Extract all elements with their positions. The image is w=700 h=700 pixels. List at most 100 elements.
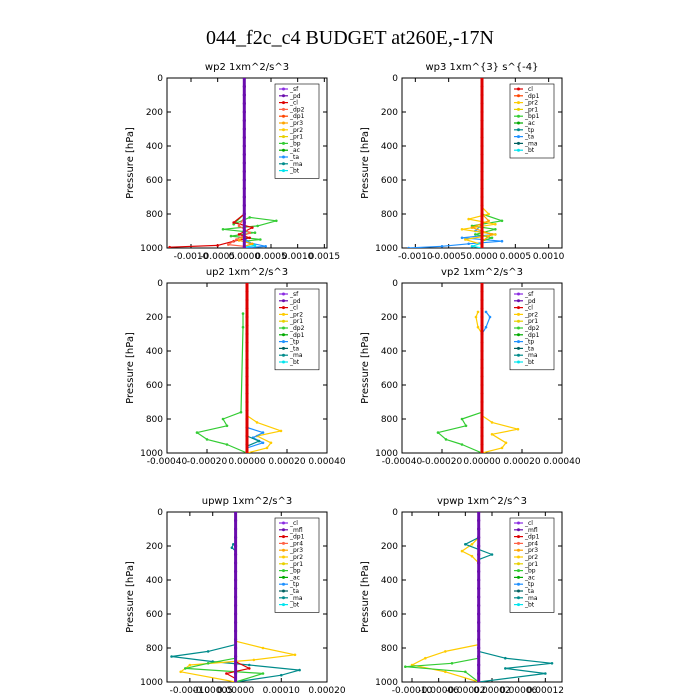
data-point (188, 663, 192, 667)
data-point (424, 656, 427, 660)
data-point (245, 383, 249, 387)
legend-marker (282, 114, 285, 118)
data-point (480, 212, 484, 216)
data-point (480, 417, 484, 421)
data-point (242, 110, 246, 114)
data-point (444, 438, 448, 441)
data-point (245, 340, 249, 345)
data-point (477, 654, 481, 659)
data-point (477, 663, 481, 667)
legend-marker (282, 299, 285, 303)
legend-entry: _ma (289, 161, 303, 168)
legend-entry: _ma (289, 595, 303, 602)
x-tick-label: -0.00010 (392, 686, 433, 696)
data-point (251, 226, 254, 229)
data-point (242, 186, 246, 191)
data-point (233, 620, 238, 625)
data-point (242, 220, 246, 225)
legend-marker (282, 148, 285, 152)
legend-marker (517, 141, 520, 145)
data-point (242, 229, 246, 233)
data-point (494, 228, 497, 231)
legend: _cl_mfl_dp1_pr4_pr3_pr2_pr1_bp_ac_tp_ta_… (509, 517, 555, 613)
x-tick-label: 0.00020 (268, 457, 305, 467)
legend-entry: _bt (524, 359, 535, 366)
legend-entry: _dp1 (524, 332, 540, 339)
data-point (470, 554, 474, 558)
data-point (242, 118, 246, 123)
data-point (467, 217, 470, 221)
legend-entry: _pd (289, 298, 301, 305)
data-point (404, 665, 407, 668)
data-point (490, 421, 494, 424)
data-point (205, 438, 209, 441)
series-line (196, 313, 248, 453)
data-point (490, 233, 494, 236)
panel-title: up2 1xm^2/s^3 (206, 267, 288, 278)
y-tick-label: 400 (381, 576, 398, 586)
legend-marker (517, 548, 520, 552)
data-point (476, 310, 480, 314)
data-point (241, 325, 245, 329)
data-point (242, 161, 246, 165)
data-point (233, 561, 238, 565)
x-tick-label: 0.0015 (309, 252, 341, 262)
data-point (245, 323, 249, 328)
data-point (487, 219, 490, 223)
data-point (480, 306, 484, 311)
legend-marker (282, 141, 285, 145)
data-point (245, 315, 249, 319)
y-tick-label: 0 (157, 74, 163, 84)
legend-marker (517, 87, 520, 91)
legend-marker (282, 319, 285, 323)
data-point (460, 549, 464, 553)
legend-entry: _bt (289, 168, 300, 175)
data-point (233, 612, 238, 616)
y-tick-label: 200 (381, 542, 398, 552)
legend-box (274, 288, 320, 371)
legend-marker (282, 346, 285, 350)
legend-entry: _pr1 (524, 106, 538, 113)
data-point (253, 231, 257, 234)
data-point (480, 323, 484, 328)
data-point (464, 670, 467, 674)
legend-marker (282, 353, 285, 357)
legend-marker (517, 107, 520, 111)
data-point (251, 242, 254, 246)
legend-marker (517, 292, 520, 296)
legend-entry: _ta (524, 134, 534, 141)
data-point (477, 637, 481, 642)
data-point (216, 244, 219, 247)
y-tick-label: 1000 (375, 678, 398, 688)
series-line (481, 311, 491, 335)
legend: _cl_mfl_dp1_pr4_pr3_pr2_pr1_bp_ac_tp_ta_… (274, 517, 320, 613)
data-point (504, 441, 508, 445)
x-tick-label: -0.0010 (398, 252, 433, 262)
data-point (480, 434, 484, 438)
legend: _cl_dp1_pr2_pr1_bp1_ac_tp_ta_ma_bt (509, 83, 555, 159)
series-line (246, 415, 282, 453)
series-line (475, 311, 483, 335)
x-tick-label: 0.00020 (308, 686, 345, 696)
data-point (436, 431, 440, 434)
legend-marker (282, 306, 285, 310)
data-point (206, 650, 210, 653)
y-tick-label: 800 (146, 415, 163, 425)
data-point (480, 289, 484, 294)
legend-entry: _ma (524, 140, 538, 147)
x-tick-label: 0.00000 (463, 457, 500, 467)
data-point (247, 663, 251, 667)
data-point (480, 374, 484, 379)
legend-box (274, 517, 320, 613)
legend-marker (282, 562, 285, 566)
y-tick-label: 800 (381, 415, 398, 425)
data-point (444, 670, 447, 674)
series-line (171, 644, 301, 682)
legend-entry: _bt (289, 602, 300, 609)
plot-area (404, 512, 554, 682)
legend-marker (282, 169, 285, 173)
data-point (488, 315, 492, 319)
data-point (252, 658, 256, 662)
legend-entry: _cl (289, 305, 298, 312)
legend-entry: _mfl (524, 527, 538, 534)
